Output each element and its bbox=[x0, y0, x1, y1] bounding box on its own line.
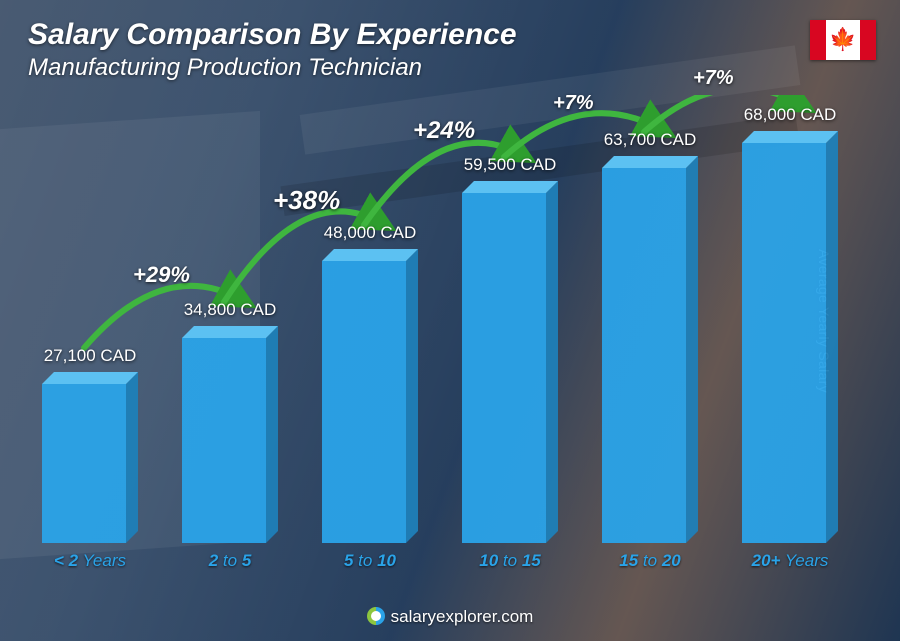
bar-front bbox=[742, 143, 826, 543]
bar: 34,800 CAD bbox=[182, 326, 278, 543]
bar: 63,700 CAD bbox=[602, 156, 698, 543]
bar-front bbox=[322, 261, 406, 543]
bar-top bbox=[602, 156, 698, 168]
bar-top bbox=[182, 326, 278, 338]
bar-column: 27,100 CAD bbox=[30, 372, 150, 543]
title-block: Salary Comparison By Experience Manufact… bbox=[28, 18, 517, 82]
increase-label: +38% bbox=[273, 185, 340, 216]
bar: 27,100 CAD bbox=[42, 372, 138, 543]
maple-leaf-icon: 🍁 bbox=[829, 29, 856, 51]
bar-column: 34,800 CAD bbox=[170, 326, 290, 543]
bar-value-label: 48,000 CAD bbox=[290, 223, 450, 243]
x-tick: 10 to 15 bbox=[450, 551, 570, 571]
increase-label: +7% bbox=[693, 67, 734, 90]
bar-chart: 27,100 CAD 34,800 CAD 48,000 CAD 59,500 CAD… bbox=[30, 95, 850, 571]
bar-value-label: 63,700 CAD bbox=[570, 130, 730, 150]
x-axis: < 2 Years 2 to 5 5 to 10 10 to 15 15 to 20 20… bbox=[30, 551, 850, 571]
increase-label: +7% bbox=[553, 92, 594, 115]
x-tick: 5 to 10 bbox=[310, 551, 430, 571]
bar-value-label: 34,800 CAD bbox=[150, 300, 310, 320]
flag-band-left bbox=[810, 20, 826, 60]
footer: salaryexplorer.com bbox=[0, 607, 900, 627]
bar: 48,000 CAD bbox=[322, 249, 418, 543]
bar-value-label: 59,500 CAD bbox=[430, 155, 590, 175]
bar-front bbox=[602, 168, 686, 543]
bar-column: 48,000 CAD bbox=[310, 249, 430, 543]
bar-side bbox=[546, 181, 558, 543]
page-subtitle: Manufacturing Production Technician bbox=[28, 54, 517, 82]
bar-side bbox=[126, 372, 138, 543]
site-logo-icon bbox=[367, 607, 385, 625]
bar-front bbox=[462, 193, 546, 543]
bar-side bbox=[686, 156, 698, 543]
bar-top bbox=[462, 181, 558, 193]
bar-top bbox=[742, 131, 838, 143]
bar-side bbox=[826, 131, 838, 543]
bar-column: 63,700 CAD bbox=[590, 156, 710, 543]
increase-label: +29% bbox=[133, 262, 190, 288]
flag-center: 🍁 bbox=[826, 20, 860, 60]
bar-side bbox=[266, 326, 278, 543]
infographic-stage: Salary Comparison By Experience Manufact… bbox=[0, 0, 900, 641]
page-title: Salary Comparison By Experience bbox=[28, 18, 517, 52]
x-tick: < 2 Years bbox=[30, 551, 150, 571]
flag-band-right bbox=[860, 20, 876, 60]
bar-column: 59,500 CAD bbox=[450, 181, 570, 543]
bars-container: 27,100 CAD 34,800 CAD 48,000 CAD 59,500 CAD… bbox=[30, 95, 850, 543]
bar-top bbox=[42, 372, 138, 384]
bar-front bbox=[42, 384, 126, 543]
bar-side bbox=[406, 249, 418, 543]
bar: 68,000 CAD bbox=[742, 131, 838, 543]
bar-value-label: 27,100 CAD bbox=[10, 346, 170, 366]
bar-value-label: 68,000 CAD bbox=[710, 105, 870, 125]
site-name: salaryexplorer.com bbox=[391, 607, 534, 626]
x-tick: 15 to 20 bbox=[590, 551, 710, 571]
bar-front bbox=[182, 338, 266, 543]
bar-top bbox=[322, 249, 418, 261]
x-tick: 20+ Years bbox=[730, 551, 850, 571]
bar-column: 68,000 CAD bbox=[730, 131, 850, 543]
bar: 59,500 CAD bbox=[462, 181, 558, 543]
increase-label: +24% bbox=[413, 117, 475, 145]
country-flag-canada: 🍁 bbox=[810, 20, 876, 60]
x-tick: 2 to 5 bbox=[170, 551, 290, 571]
